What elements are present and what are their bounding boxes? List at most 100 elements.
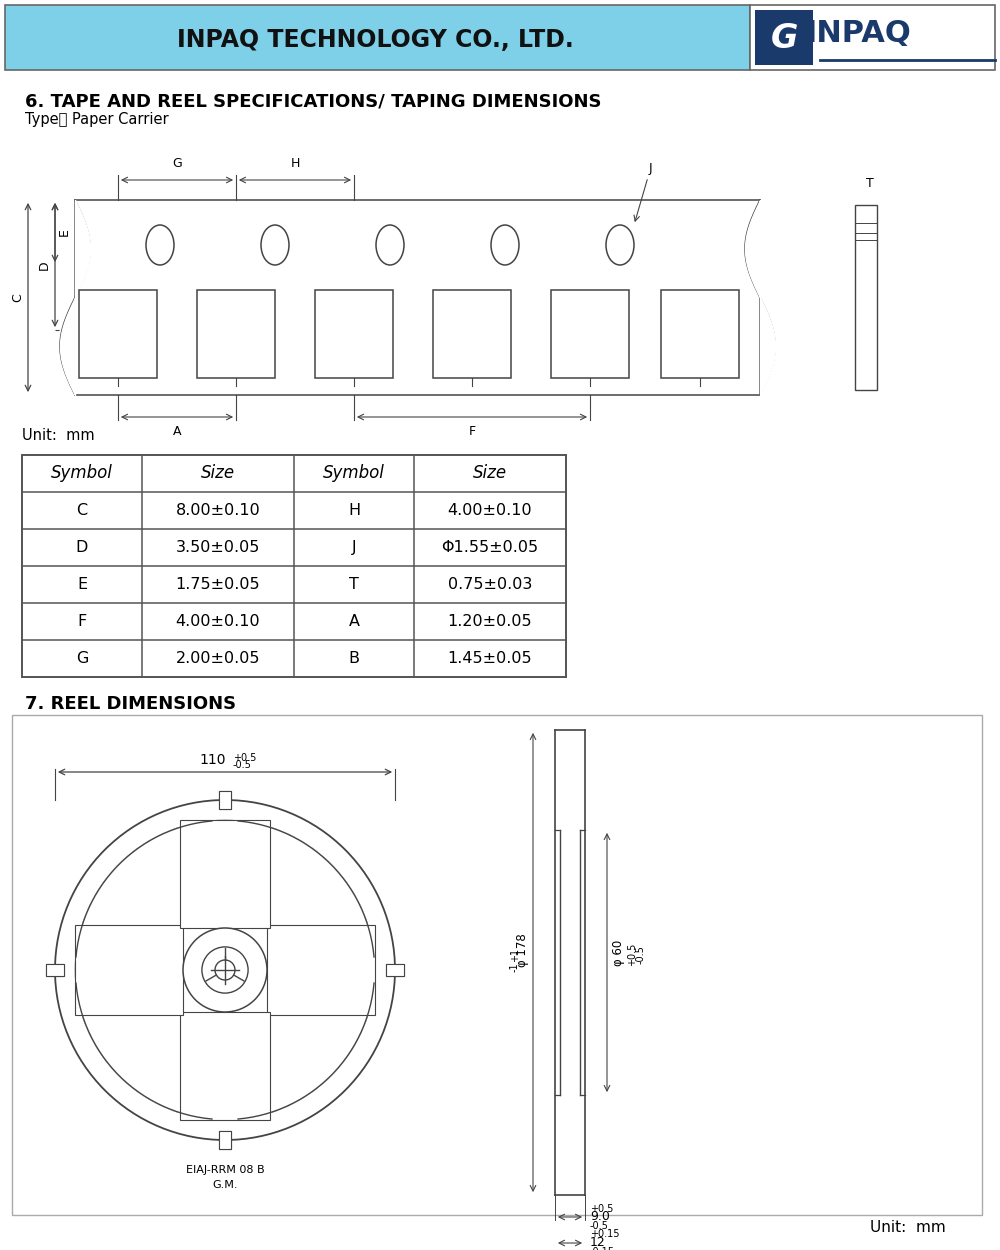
Bar [750,5,995,70]
Ellipse shape [261,225,289,265]
Text: +1: +1 [510,948,520,961]
Bar [12,715,982,1215]
Text: 2.00±0.05: 2.00±0.05 [176,651,260,666]
Text: +0.15: +0.15 [590,1229,620,1239]
Bar [551,290,629,378]
Text: Unit:  mm: Unit: mm [22,428,95,442]
Text: E: E [77,578,87,592]
Bar [219,791,231,809]
Text: G.M.: G.M. [212,1180,238,1190]
Bar [433,290,511,378]
Text: A: A [349,614,360,629]
Circle shape [202,948,248,992]
Text: 8.00±0.10: 8.00±0.10 [176,503,260,518]
Bar [267,925,375,1015]
Text: Size: Size [201,465,235,482]
Text: A: A [173,425,181,438]
Text: +0.5: +0.5 [233,752,256,762]
Text: Symbol: Symbol [323,465,385,482]
Text: G: G [172,158,182,170]
Circle shape [55,800,395,1140]
Polygon shape [225,821,374,970]
Bar [315,290,393,378]
Text: Type： Paper Carrier: Type： Paper Carrier [25,112,169,128]
Text: H: H [290,158,300,170]
Text: Size: Size [473,465,507,482]
Text: +0.5: +0.5 [590,1204,613,1214]
Polygon shape [76,970,225,1119]
Ellipse shape [491,225,519,265]
Text: EIAJ-RRM 08 B: EIAJ-RRM 08 B [186,1165,264,1175]
Bar [46,964,64,976]
Text: C: C [11,292,24,301]
Text: 4.00±0.10: 4.00±0.10 [448,503,532,518]
Text: +0.5: +0.5 [627,942,637,966]
Text: 9.0: 9.0 [590,1210,610,1224]
Text: -0.5: -0.5 [590,1221,609,1231]
Text: 12: 12 [590,1236,606,1250]
Text: 0.75±0.03: 0.75±0.03 [448,578,532,592]
Text: -0.2: -0.2 [197,871,216,881]
Text: F: F [468,425,476,438]
Text: +0.2: +0.2 [197,862,220,872]
Text: D: D [38,260,51,270]
Text: -0.05: -0.05 [270,905,295,915]
Bar [46,964,64,976]
Text: D: D [76,540,88,555]
Text: -0.15: -0.15 [590,1248,615,1250]
Text: 5.0: 5.0 [247,906,270,930]
Text: J: J [352,540,356,555]
Text: Unit:  mm: Unit: mm [870,1220,946,1235]
Bar [855,205,877,390]
Bar [22,455,566,678]
Text: 1.45±0.05: 1.45±0.05 [448,651,532,666]
Text: +0.5: +0.5 [247,925,270,935]
Text: C: C [76,503,88,518]
Circle shape [215,960,235,980]
Text: 3.50±0.05: 3.50±0.05 [176,540,260,555]
Text: E: E [58,229,71,236]
Text: -0.0: -0.0 [247,1015,266,1025]
Bar [180,820,270,928]
Circle shape [75,820,375,1120]
Text: +0.10: +0.10 [270,898,299,908]
Bar [75,925,183,1015]
Text: INPAQ TECHNOLOGY CO., LTD.: INPAQ TECHNOLOGY CO., LTD. [177,28,573,52]
Bar [75,200,760,395]
Bar [661,290,739,378]
Text: 2.2: 2.2 [230,931,250,944]
Text: -1: -1 [510,962,520,972]
Text: 110: 110 [200,752,226,768]
Bar [219,1131,231,1149]
Text: 4.00±0.10: 4.00±0.10 [176,614,260,629]
Bar [755,10,813,65]
Text: 3.0: 3.0 [228,1015,248,1028]
Bar [5,5,750,70]
Text: -0.5: -0.5 [636,945,646,964]
Text: 4.0: 4.0 [115,924,138,946]
Text: +0.6: +0.6 [130,908,153,918]
Text: G: G [76,651,88,666]
Text: G: G [770,21,798,55]
Text: -0.5: -0.5 [233,760,252,770]
Ellipse shape [146,225,174,265]
Polygon shape [76,821,225,970]
Bar [79,290,157,378]
Text: Symbol: Symbol [51,465,113,482]
Polygon shape [225,970,374,1119]
Bar [180,1013,270,1120]
Ellipse shape [606,225,634,265]
Text: 6. TAPE AND REEL SPECIFICATIONS/ TAPING DIMENSIONS: 6. TAPE AND REEL SPECIFICATIONS/ TAPING … [25,92,602,110]
Text: 1.20±0.05: 1.20±0.05 [448,614,532,629]
Text: T: T [349,578,359,592]
Text: T: T [866,177,874,190]
Bar [197,290,275,378]
Text: H: H [348,503,360,518]
Text: 1.75±0.05: 1.75±0.05 [176,578,260,592]
Circle shape [183,928,267,1013]
Text: 7. REEL DIMENSIONS: 7. REEL DIMENSIONS [25,695,236,712]
Text: Φ1.55±0.05: Φ1.55±0.05 [441,540,539,555]
Bar [219,791,231,809]
Text: φ 60: φ 60 [612,940,625,965]
Ellipse shape [376,225,404,265]
